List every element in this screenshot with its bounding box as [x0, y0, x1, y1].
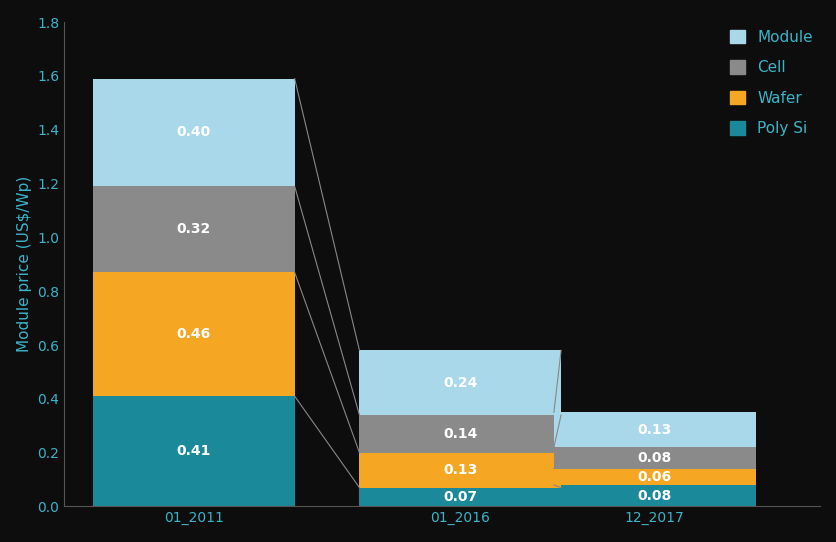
Text: 0.40: 0.40	[176, 126, 211, 139]
Bar	[359, 351, 560, 415]
Text: 0.32: 0.32	[176, 222, 211, 236]
Text: 0.07: 0.07	[443, 490, 477, 504]
Bar	[553, 447, 755, 469]
Bar	[359, 488, 560, 506]
Text: 0.08: 0.08	[637, 489, 671, 503]
Text: 0.46: 0.46	[176, 327, 211, 341]
Text: 0.14: 0.14	[442, 427, 477, 441]
Bar	[93, 79, 294, 186]
Text: 0.13: 0.13	[442, 463, 477, 477]
Y-axis label: Module price (US$/Wp): Module price (US$/Wp)	[17, 176, 32, 352]
Bar	[553, 485, 755, 506]
Legend: Module, Cell, Wafer, Poly Si: Module, Cell, Wafer, Poly Si	[729, 30, 812, 136]
Bar	[93, 186, 294, 273]
Bar	[359, 453, 560, 488]
Bar	[553, 469, 755, 485]
Bar	[93, 396, 294, 506]
Text: 0.41: 0.41	[176, 444, 211, 459]
Bar	[359, 415, 560, 453]
Bar	[553, 412, 755, 447]
Bar	[93, 273, 294, 396]
Text: 0.24: 0.24	[442, 376, 477, 390]
Text: 0.06: 0.06	[637, 470, 671, 484]
Text: 0.13: 0.13	[637, 423, 671, 437]
Text: 0.08: 0.08	[637, 451, 671, 465]
